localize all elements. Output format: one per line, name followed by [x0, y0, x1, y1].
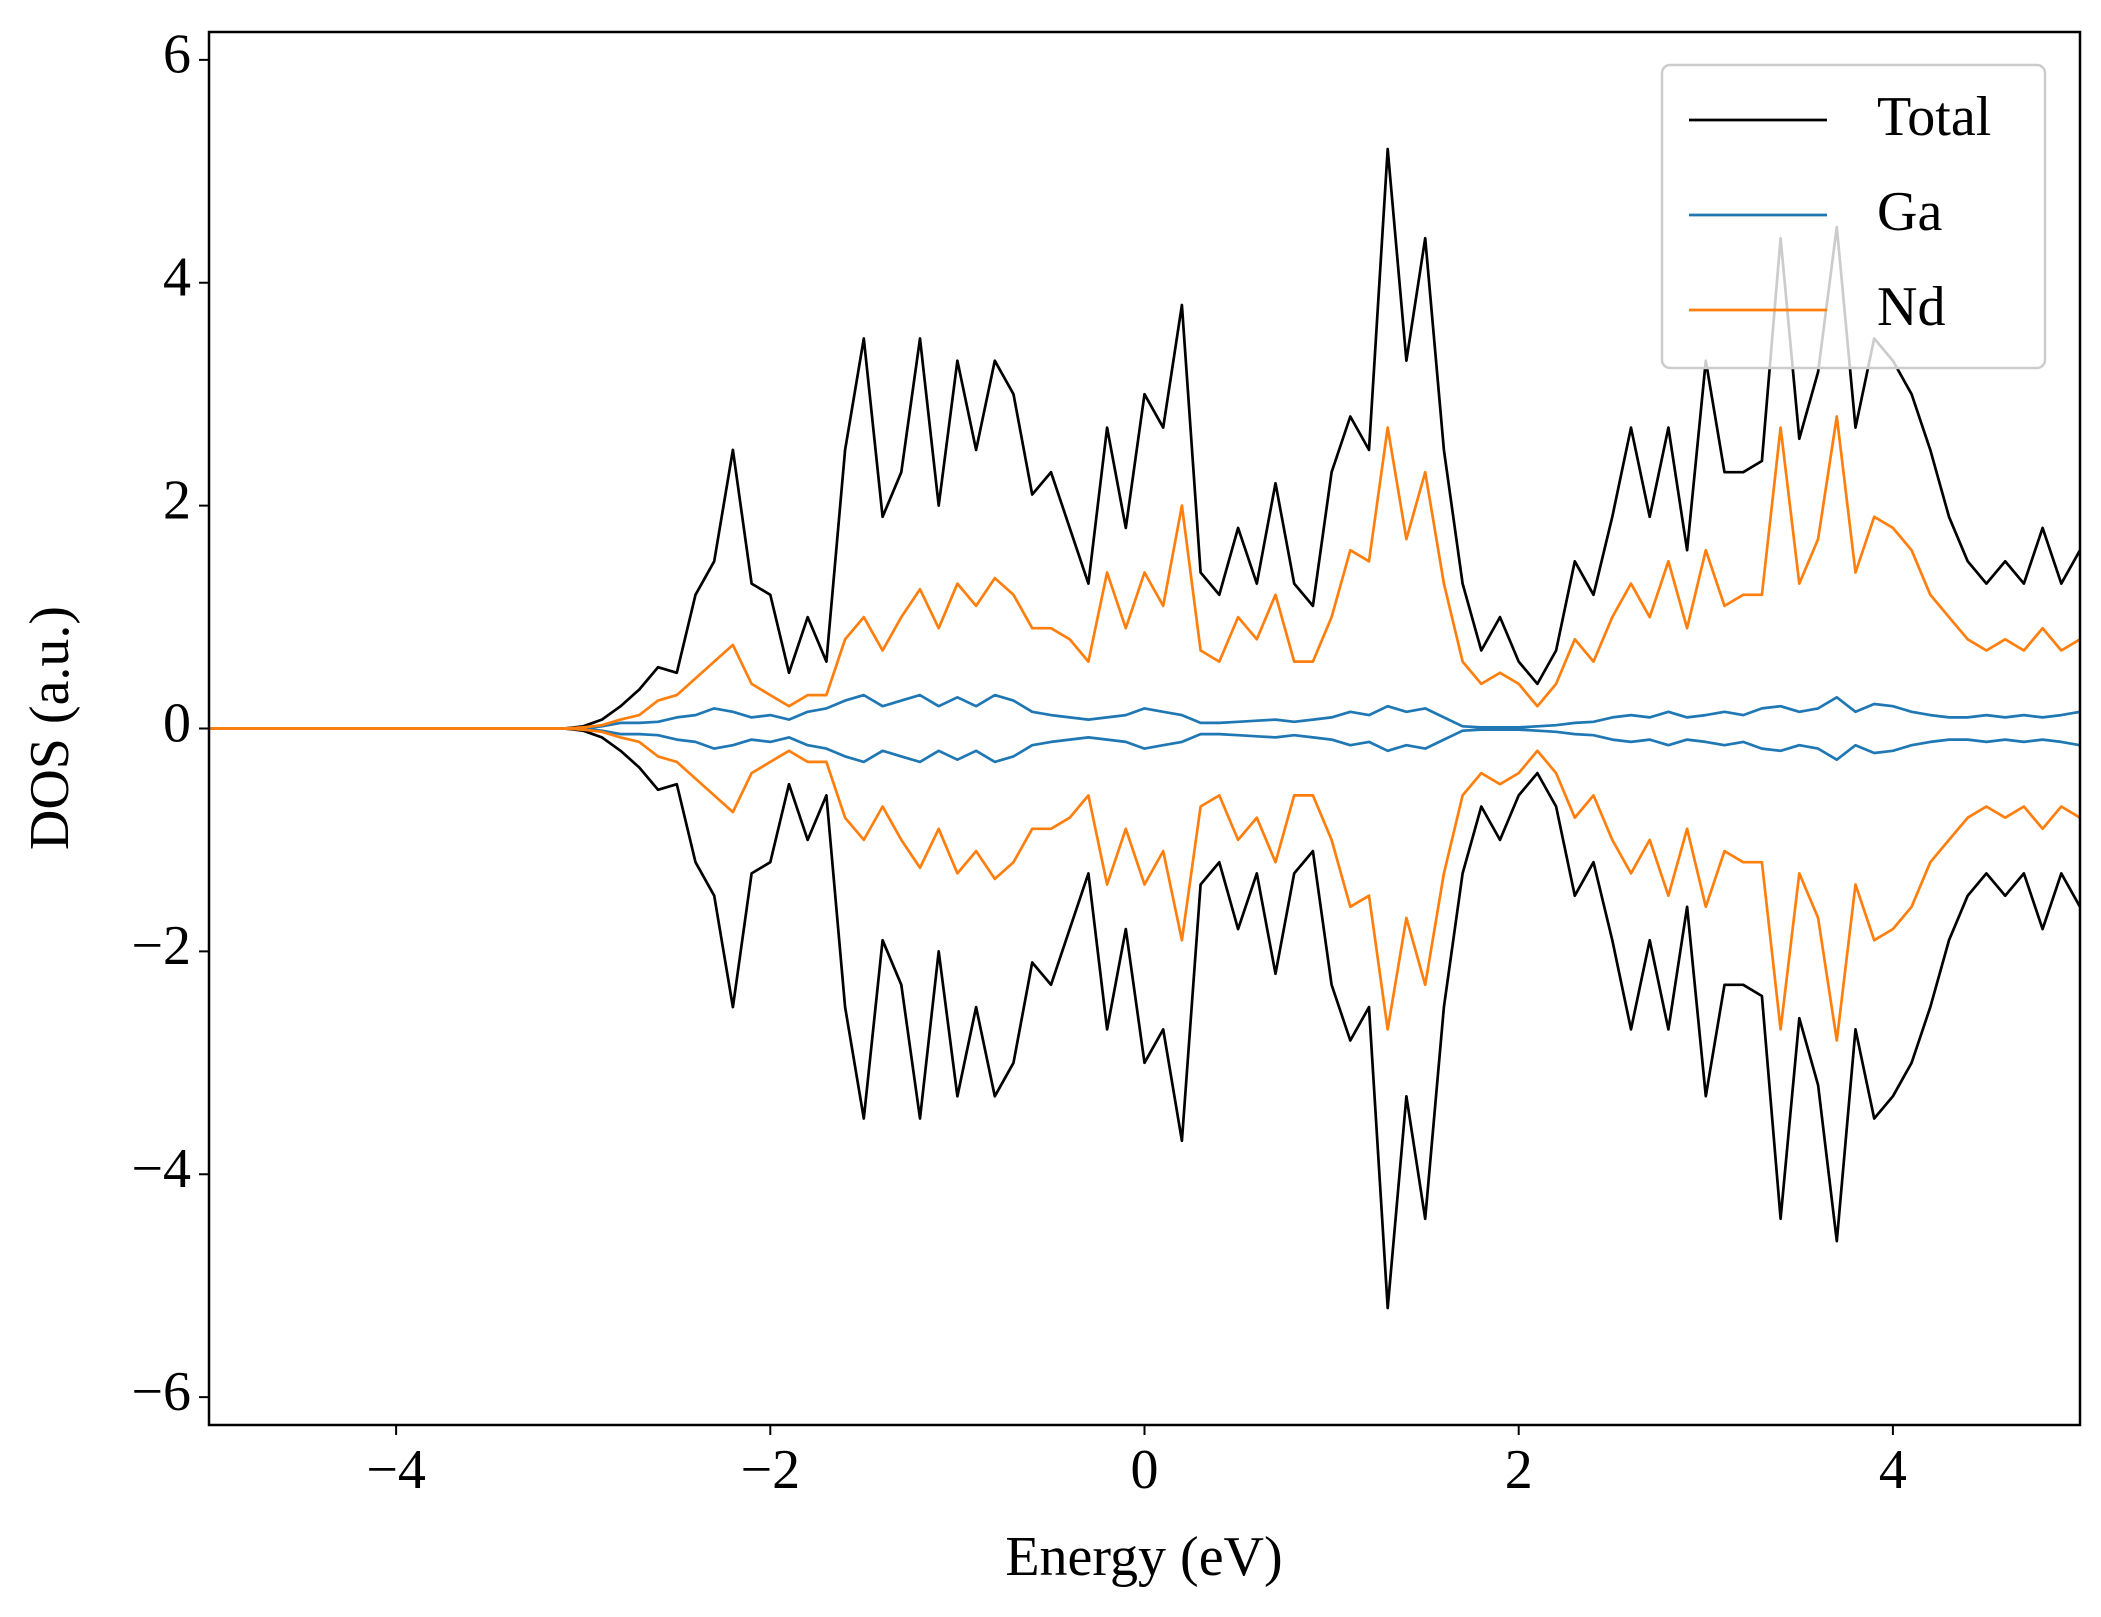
series-line	[209, 415, 2081, 730]
y-tick-label: 2	[163, 469, 191, 531]
plot-frame	[207, 30, 2082, 1427]
series-line	[209, 727, 2082, 1310]
x-axis-label: Energy (eV)	[1005, 1526, 1282, 1588]
x-tick-label: −4	[366, 1439, 426, 1501]
series-line	[209, 727, 2081, 764]
x-tick-label: 2	[1505, 1439, 1533, 1501]
legend-label: Nd	[1877, 276, 1945, 338]
y-tick-label: −6	[131, 1361, 191, 1423]
y-tick-label: −4	[131, 1138, 191, 1200]
y-tick-label: 4	[163, 247, 191, 309]
y-tick-label: 6	[163, 24, 191, 86]
legend-label: Ga	[1877, 181, 1942, 243]
series-line	[209, 727, 2081, 1042]
legend-box	[1660, 63, 2047, 370]
x-tick-label: 4	[1879, 1439, 1907, 1501]
x-tick-label: −2	[741, 1439, 801, 1501]
x-tick-label: 0	[1131, 1439, 1159, 1501]
series-line	[209, 693, 2081, 730]
y-axis-label: DOS (a.u.)	[19, 606, 81, 850]
y-tick-label: 0	[163, 692, 191, 754]
legend-label: Total	[1877, 86, 1991, 148]
y-tick-label: −2	[131, 915, 191, 977]
